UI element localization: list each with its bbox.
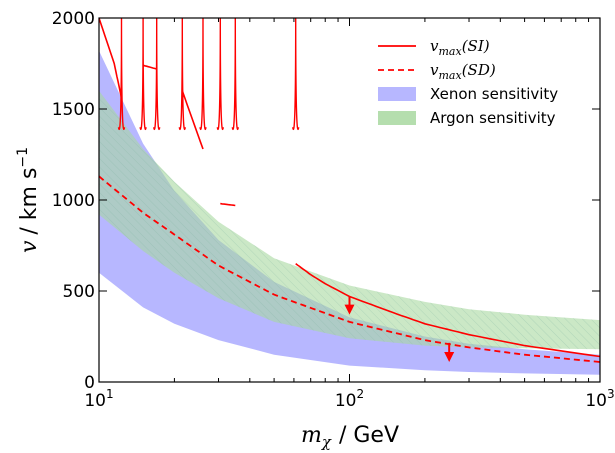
legend-label: Xenon sensitivity	[430, 85, 558, 103]
si-resonance	[117, 18, 126, 130]
si-curve-segment	[181, 90, 204, 150]
si-curve-segment	[220, 202, 236, 207]
arrow-head	[344, 304, 355, 315]
si-resonance	[153, 18, 161, 130]
si-resonance	[231, 18, 239, 130]
band-argon-hatch	[99, 90, 600, 350]
sd-curve	[99, 175, 600, 363]
si-resonance	[139, 18, 147, 130]
y-tick-label: 2000	[52, 9, 95, 29]
arrow-head	[444, 351, 455, 362]
y-axis-label: v/ km s−1	[15, 147, 42, 253]
x-axis-ticks: 101 102 103	[84, 18, 615, 411]
legend-swatch	[378, 111, 416, 125]
y-tick-label: 500	[63, 282, 95, 302]
lines-layer	[99, 18, 600, 363]
y-tick-label: 1500	[52, 100, 95, 120]
y-tick-label: 0	[84, 373, 95, 393]
si-curve-segment	[295, 263, 600, 358]
legend: vmax(SI) vmax(SD) Xenon sensitivity Argon s…	[378, 37, 558, 127]
x-axis-label: mχ / GeV	[301, 423, 399, 451]
si-resonance	[178, 18, 186, 130]
si-resonance	[199, 18, 207, 130]
x-tick-label: 101	[84, 387, 113, 411]
legend-label: vmax(SD)	[430, 61, 496, 82]
si-curve-segment	[99, 18, 123, 99]
x-tick-label: 102	[335, 387, 364, 411]
si-resonance	[216, 18, 224, 130]
y-tick-label: 1000	[52, 191, 95, 211]
bands-layer	[99, 50, 600, 375]
legend-label: vmax(SI)	[430, 37, 490, 58]
si-resonance	[292, 18, 300, 130]
y-axis-ticks: 0 500 1000 1500 2000	[52, 9, 600, 393]
legend-swatch	[378, 87, 416, 101]
arrows-layer	[344, 296, 455, 362]
x-tick-label: 103	[585, 387, 614, 411]
si-curve-segment	[142, 64, 157, 70]
legend-label: Argon sensitivity	[430, 109, 556, 127]
